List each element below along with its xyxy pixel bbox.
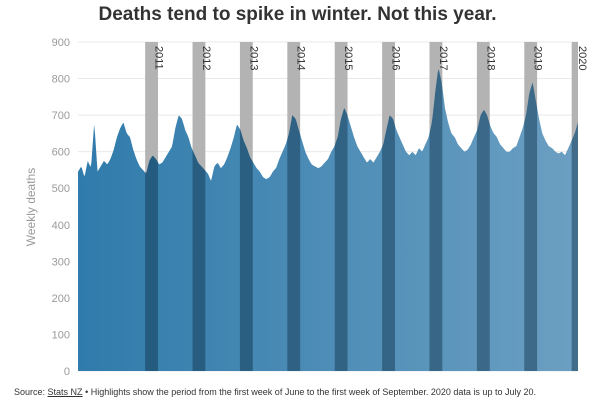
winter-highlight-overlay-2018 — [476, 69, 490, 371]
winter-highlight-overlay-2017 — [429, 69, 443, 371]
year-label-2019: 2019 — [532, 46, 544, 70]
year-label-2018: 2018 — [484, 46, 496, 70]
y-tick-label: 100 — [52, 329, 70, 341]
year-label-2017: 2017 — [437, 46, 449, 70]
chart-title: Deaths tend to spike in winter. Not this… — [98, 4, 497, 25]
winter-highlight-overlay-2015 — [334, 69, 348, 371]
winter-highlight-overlay-2020 — [571, 69, 578, 371]
y-tick-label: 400 — [52, 220, 70, 232]
y-tick-label: 800 — [52, 74, 70, 86]
y-axis-label: Weekly deaths — [24, 168, 38, 247]
y-tick-label: 600 — [52, 147, 70, 159]
y-tick-label: 0 — [64, 366, 70, 378]
footer-note: Source: Stats NZ • Highlights show the p… — [14, 386, 586, 399]
y-tick-label: 700 — [52, 110, 70, 122]
winter-highlight-overlay-2014 — [287, 69, 301, 371]
footer-description: • Highlights show the period from the fi… — [85, 387, 536, 397]
year-label-2015: 2015 — [342, 46, 354, 70]
year-label-2012: 2012 — [200, 46, 212, 70]
source-link[interactable]: Stats NZ — [47, 387, 83, 397]
year-label-2011: 2011 — [153, 46, 165, 70]
y-tick-label: 200 — [52, 293, 70, 305]
y-tick-label: 900 — [52, 37, 70, 49]
weekly-deaths-area — [78, 69, 578, 371]
year-label-2020: 2020 — [576, 46, 588, 70]
y-tick-label: 500 — [52, 183, 70, 195]
y-tick-label: 300 — [52, 256, 70, 268]
winter-highlight-overlay-2019 — [524, 69, 538, 371]
winter-highlight-overlay-2016 — [382, 69, 395, 371]
year-label-2016: 2016 — [390, 46, 402, 70]
year-label-2013: 2013 — [247, 46, 259, 70]
year-label-2014: 2014 — [295, 46, 307, 70]
source-label: Source: — [14, 387, 46, 397]
